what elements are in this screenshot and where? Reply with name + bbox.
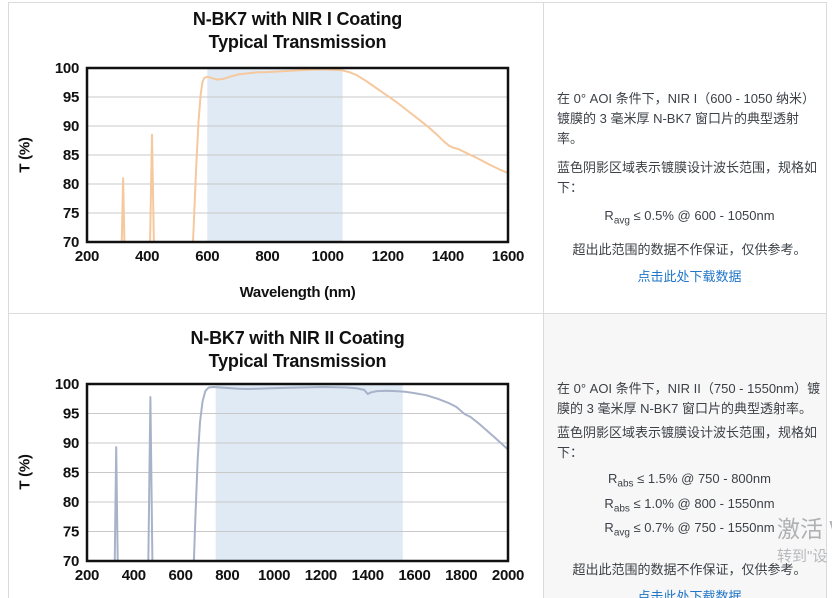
desc-cell-nir2: 在 0° AOI 条件下，NIR II（750 - 1550nm）镀膜的 3 毫… — [544, 314, 826, 598]
spec-list: Rabs ≤ 1.5% @ 750 - 800nm Rabs ≤ 1.0% @ 8… — [557, 469, 822, 543]
chart-title-nir2: N-BK7 with NIR II Coating Typical Transm… — [87, 327, 508, 373]
row-nir1: N-BK7 with NIR I Coating Typical Transmi… — [9, 3, 826, 314]
y-tick-label: 70 — [63, 234, 79, 251]
plot-frame — [85, 382, 510, 563]
y-tick-label: 70 — [63, 553, 79, 570]
transmission-curve — [120, 68, 508, 242]
disclaimer-text: 超出此范围的数据不作保证，仅供参考。 — [572, 561, 807, 577]
x-tick-label: 1600 — [398, 567, 430, 584]
transmission-curve — [113, 386, 508, 561]
y-tick-label: 80 — [63, 176, 79, 193]
x-tick-label: 1000 — [258, 567, 290, 584]
content-table: N-BK7 with NIR I Coating Typical Transmi… — [8, 2, 827, 598]
y-tick-label: 100 — [55, 376, 79, 393]
x-tick-label: 800 — [215, 567, 239, 584]
download-data-link[interactable]: 点击此处下载数据 — [637, 588, 742, 598]
x-tick-label: 400 — [122, 567, 146, 584]
x-tick-label: 1200 — [305, 567, 337, 584]
x-tick-label: 2000 — [492, 567, 524, 584]
x-tick-label: 400 — [135, 248, 159, 265]
spec-line: Rabs ≤ 1.5% @ 750 - 800nm — [608, 471, 771, 490]
chart-title-line1: N-BK7 with NIR I Coating — [192, 9, 403, 29]
transmission-chart-nir1: 200 400 600 800 1000 1200 1400 1600 70 75 80 85 90 95… — [55, 60, 525, 265]
transmission-chart-nir2: 200 400 600 800 1000 1200 1400 1600 1800 2000 70 75… — [55, 376, 525, 584]
chart-title-line1: N-BK7 with NIR II Coating — [190, 328, 405, 348]
y-tick-label: 75 — [63, 205, 79, 222]
y-tick-label: 75 — [63, 524, 79, 541]
x-tick-label: 1800 — [445, 567, 477, 584]
x-tick-label: 800 — [255, 248, 279, 265]
spec-line: Rabs ≤ 1.0% @ 800 - 1550nm — [604, 495, 775, 515]
y-tick-label: 95 — [63, 406, 79, 423]
x-tick-label: 1400 — [352, 567, 384, 584]
x-tick-label: 1000 — [311, 248, 343, 265]
chart-title-nir1: N-BK7 with NIR I Coating Typical Transmi… — [87, 8, 508, 54]
x-tick-label: 600 — [195, 248, 219, 265]
description-text: 在 0° AOI 条件下，NIR I（600 - 1050 纳米）镀膜的 3 毫… — [557, 91, 816, 146]
y-tick-label: 90 — [63, 118, 79, 135]
band-note-text: 蓝色阴影区域表示镀膜设计波长范围，规格如下： — [557, 425, 818, 460]
x-tick-label: 200 — [75, 248, 99, 265]
row-nir2: N-BK7 with NIR II Coating Typical Transm… — [9, 314, 826, 598]
x-tick-label: 1200 — [372, 248, 404, 265]
description-text: 在 0° AOI 条件下，NIR II（750 - 1550nm）镀膜的 3 毫… — [557, 381, 821, 416]
spec-list: Ravg ≤ 0.5% @ 600 - 1050nm — [557, 206, 822, 231]
x-tick-label: 1600 — [492, 248, 524, 265]
spec-line: Ravg ≤ 0.5% @ 600 - 1050nm — [604, 208, 775, 227]
chart-title-line2: Typical Transmission — [208, 32, 387, 52]
band-note-text: 蓝色阴影区域表示镀膜设计波长范围，规格如下： — [557, 160, 818, 195]
chart-title-line2: Typical Transmission — [208, 351, 387, 371]
plot-frame — [85, 66, 510, 244]
chart-cell-nir2: N-BK7 with NIR II Coating Typical Transm… — [9, 314, 544, 598]
y-tick-label: 90 — [63, 435, 79, 452]
spec-line: Ravg ≤ 0.7% @ 750 - 1550nm — [604, 520, 775, 539]
disclaimer-text: 超出此范围的数据不作保证，仅供参考。 — [572, 241, 807, 257]
x-tick-label: 200 — [75, 567, 99, 584]
x-tick-label: 1400 — [432, 248, 464, 265]
download-data-link[interactable]: 点击此处下载数据 — [637, 268, 742, 284]
y-tick-label: 100 — [55, 60, 79, 77]
y-tick-label: 85 — [63, 465, 79, 482]
y-tick-label: 95 — [63, 89, 79, 106]
y-tick-label: 85 — [63, 147, 79, 164]
desc-cell-nir1: 在 0° AOI 条件下，NIR I（600 - 1050 纳米）镀膜的 3 毫… — [544, 3, 826, 313]
x-axis-label-nir1: Wavelength (nm) — [239, 284, 356, 301]
x-tick-label: 600 — [168, 567, 192, 584]
y-tick-label: 80 — [63, 494, 79, 511]
chart-cell-nir1: N-BK7 with NIR I Coating Typical Transmi… — [9, 3, 544, 313]
